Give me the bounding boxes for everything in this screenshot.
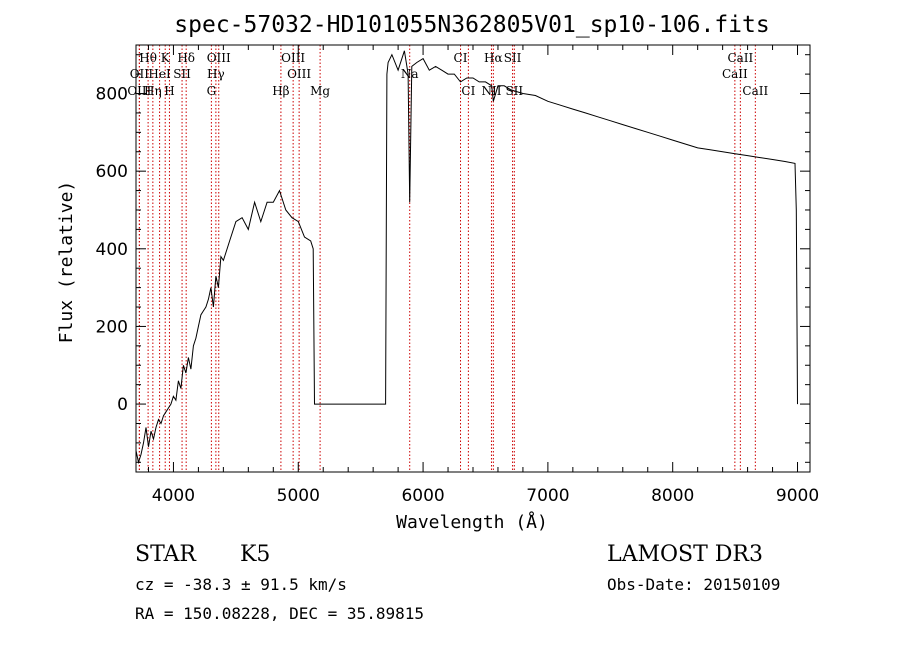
x-tick-label: 4000 xyxy=(152,486,195,506)
x-tick-label: 6000 xyxy=(401,486,444,506)
emission-line-markers xyxy=(138,45,756,472)
line-label-16: Na xyxy=(401,67,419,81)
line-label-17: CI xyxy=(454,51,468,65)
y-tick-label: 800 xyxy=(96,85,128,105)
y-tick-label: 200 xyxy=(96,317,128,337)
line-label-12: OIII xyxy=(281,51,305,65)
y-axis-label: Flux (relative) xyxy=(56,181,77,344)
cz-value: cz = -38.3 ± 91.5 km/s xyxy=(135,575,347,594)
coordinates: RA = 150.08228, DEC = 35.89815 xyxy=(135,604,424,623)
line-label-3: Hη xyxy=(144,84,162,98)
line-label-23: CaII xyxy=(727,51,753,65)
line-label-21: SII xyxy=(504,51,522,65)
line-label-10: Hγ xyxy=(207,67,225,81)
line-label-13: OIII xyxy=(287,67,311,81)
chart-title: spec-57032-HD101055N362805V01_sp10-106.f… xyxy=(174,12,769,38)
spectrum-line xyxy=(135,50,798,465)
x-tick-label: 8000 xyxy=(651,486,694,506)
y-tick-label: 400 xyxy=(96,240,128,260)
line-label-18: CI xyxy=(461,84,475,98)
line-label-8: Hδ xyxy=(177,51,195,65)
line-label-4: HeI xyxy=(148,67,171,81)
line-label-14: Hβ xyxy=(272,84,289,98)
class-label: STAR xyxy=(135,542,197,567)
line-label-24: CaII xyxy=(722,67,748,81)
line-label-0: Hθ xyxy=(139,51,157,65)
x-axis-ticks: 4000 5000 6000 7000 8000 9000 xyxy=(147,45,819,506)
line-label-5: K xyxy=(161,51,171,65)
x-axis-label: Wavelength (Å) xyxy=(396,511,548,533)
line-label-20: NII xyxy=(481,84,501,98)
plot-frame xyxy=(135,44,811,473)
survey-label: LAMOST DR3 xyxy=(607,542,763,567)
y-tick-label: 0 xyxy=(117,395,128,415)
y-tick-label: 600 xyxy=(96,162,128,182)
line-label-7: H xyxy=(164,84,174,98)
x-tick-label: 7000 xyxy=(526,486,569,506)
line-label-19: Hα xyxy=(484,51,503,65)
x-tick-label: 5000 xyxy=(277,486,320,506)
y-axis-ticks: 0 200 400 600 800 xyxy=(96,54,810,463)
line-label-11: G xyxy=(207,84,217,98)
line-label-6: SII xyxy=(173,67,191,81)
x-tick-label: 9000 xyxy=(776,486,819,506)
line-label-2: OIII xyxy=(127,84,151,98)
obs-date: Obs-Date: 20150109 xyxy=(607,575,780,594)
subclass-label: K5 xyxy=(240,542,270,567)
line-label-9: OIII xyxy=(207,51,231,65)
line-label-25: CaII xyxy=(742,84,768,98)
line-label-15: Mg xyxy=(310,84,330,98)
